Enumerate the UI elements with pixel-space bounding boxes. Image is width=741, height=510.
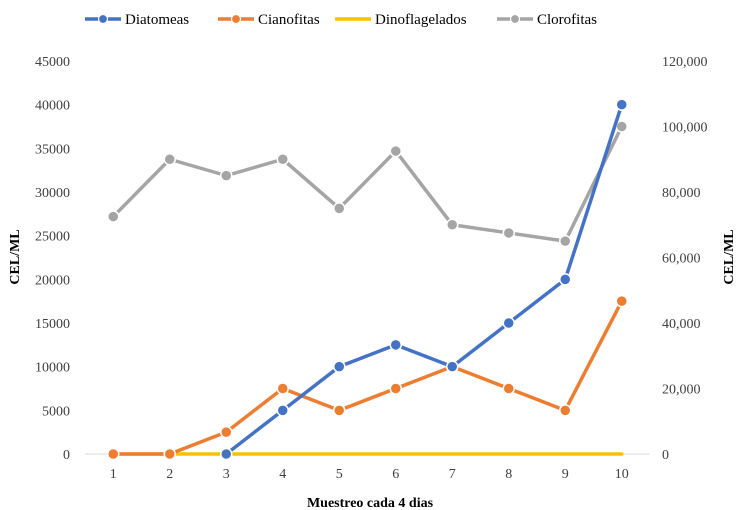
data-point — [107, 447, 120, 461]
data-point — [615, 98, 628, 111]
data-point — [333, 202, 346, 215]
y-axis-title-right: CEL/ML — [722, 229, 737, 284]
data-point — [615, 120, 628, 133]
x-tick: 5 — [336, 467, 343, 482]
x-tick: 7 — [449, 467, 456, 482]
y-tick-right: 60,000 — [662, 252, 701, 267]
data-point — [389, 144, 402, 158]
x-tick: 8 — [505, 467, 512, 482]
legend-label: Clorofitas — [537, 12, 597, 28]
data-point — [559, 273, 572, 286]
series-clorofitas — [107, 120, 628, 248]
y-tick-right: 80,000 — [662, 186, 701, 201]
right-axis-ticks: 0 20,000 40,000 60,000 80,000 100,000 120,000 — [662, 55, 708, 463]
legend-item: Dinoflagelados — [335, 12, 467, 28]
data-point — [389, 338, 402, 352]
data-point — [446, 360, 459, 373]
y-tick-right: 20,000 — [662, 383, 701, 398]
legend-label: Dinoflagelados — [375, 12, 467, 28]
series-cianofitas — [107, 294, 628, 461]
y-tick-left: 45000 — [35, 55, 70, 70]
data-point — [559, 234, 572, 248]
legend-marker — [230, 13, 242, 25]
y-tick-right: 100,000 — [662, 121, 708, 136]
y-tick-left: 5000 — [42, 404, 70, 419]
x-tick: 6 — [392, 467, 399, 482]
series-layer — [107, 98, 628, 461]
data-point — [220, 425, 233, 439]
x-axis-title: Muestreo cada 4 dias — [307, 496, 434, 510]
data-point — [615, 294, 628, 308]
legend-item: Diatomeas — [85, 12, 189, 28]
data-point — [276, 153, 289, 166]
x-tick: 2 — [166, 467, 173, 482]
data-point — [163, 447, 176, 461]
legend: Diatomeas Cianofitas Dinoflagelados Clorofi… — [85, 12, 597, 28]
legend-label: Cianofitas — [258, 12, 320, 28]
data-point — [502, 316, 515, 330]
y-tick-left: 30000 — [35, 186, 70, 201]
series-line-clorofitas — [111, 124, 624, 243]
data-point — [559, 404, 572, 417]
data-point — [333, 404, 346, 417]
series-diatomeas — [220, 98, 628, 461]
x-tick: 3 — [223, 467, 230, 482]
data-point — [220, 169, 233, 182]
x-tick: 4 — [279, 467, 286, 482]
y-tick-left: 25000 — [35, 230, 70, 245]
data-point — [220, 447, 233, 461]
data-point — [502, 382, 515, 395]
x-tick: 9 — [562, 467, 569, 482]
data-point — [276, 382, 289, 395]
y-tick-left: 10000 — [35, 361, 70, 376]
y-tick-left: 40000 — [35, 99, 70, 114]
legend-marker — [509, 13, 521, 25]
data-point — [389, 382, 402, 395]
left-axis-ticks: 0 5000 10000 15000 20000 25000 30000 35000 40000… — [35, 55, 70, 463]
legend-item: Clorofitas — [497, 12, 597, 28]
y-tick-right: 0 — [662, 448, 669, 463]
y-tick-right: 120,000 — [662, 55, 708, 70]
data-point — [502, 226, 515, 240]
y-tick-left: 0 — [63, 448, 70, 463]
series-line-cianofitas — [111, 299, 624, 456]
x-tick: 1 — [110, 467, 117, 482]
legend-marker — [97, 13, 109, 25]
y-axis-title-left: CEL/ML — [8, 229, 23, 284]
series-line-diatomeas — [224, 102, 624, 456]
y-tick-left: 35000 — [35, 142, 70, 157]
y-tick-left: 20000 — [35, 273, 70, 288]
data-point — [276, 404, 289, 417]
y-tick-left: 15000 — [35, 317, 70, 332]
data-point — [163, 153, 176, 166]
x-tick: 10 — [615, 467, 629, 482]
legend-item: Cianofitas — [218, 12, 320, 28]
data-point — [446, 218, 459, 231]
data-point — [333, 360, 346, 373]
data-point — [107, 210, 120, 223]
x-axis-ticks: 1 2 3 4 5 6 7 8 9 10 — [110, 467, 629, 482]
y-tick-right: 40,000 — [662, 317, 701, 332]
legend-label: Diatomeas — [125, 12, 189, 28]
